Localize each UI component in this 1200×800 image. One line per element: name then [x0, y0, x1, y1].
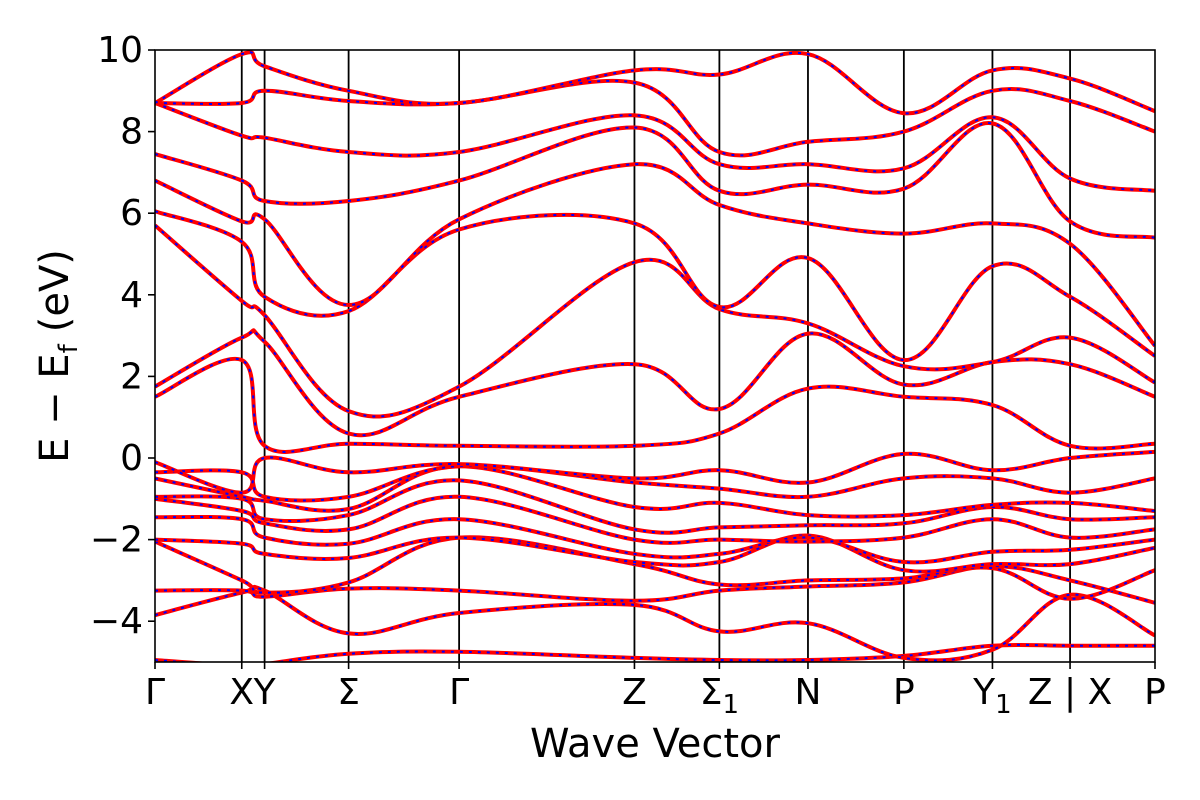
x-tick-label: Z | X: [1028, 672, 1112, 713]
band-line-solid: [155, 535, 1155, 601]
band-b17: [155, 121, 1155, 240]
band-b16: [155, 162, 1155, 348]
band-line-dashed: [155, 479, 1155, 534]
band-b11: [155, 449, 1155, 495]
band-b14: [155, 223, 1155, 419]
band-line-dashed: [155, 122, 1155, 239]
band-b18: [155, 101, 1155, 193]
band-line-solid: [155, 494, 1155, 545]
x-tick-label: Z: [622, 672, 647, 713]
band-line-solid: [155, 162, 1155, 348]
x-axis-ticks: Γ X Y Σ Γ Z Σ1 N P Y1 Z | X P: [145, 662, 1166, 720]
x-tick-label: Y1: [972, 672, 1012, 720]
band-b08: [155, 478, 1155, 535]
x-tick-label: N: [794, 672, 821, 713]
band-b01: [155, 642, 1155, 662]
x-tick-label: Γ: [449, 672, 469, 713]
band-b12: [155, 356, 1155, 454]
band-line-solid: [155, 50, 1155, 116]
band-b03: [155, 564, 1155, 605]
band-b05: [155, 533, 1155, 574]
y-axis-label-main: E − E: [32, 353, 78, 463]
y-tick-label: 10: [97, 30, 143, 71]
band-b15: [155, 209, 1155, 363]
band-line-solid: [155, 356, 1155, 454]
band-b19: [155, 78, 1155, 158]
plot-frame: [154, 49, 1156, 663]
y-tick-label: 8: [120, 112, 143, 153]
band-line-solid: [155, 223, 1155, 419]
band-line-dashed: [155, 464, 1155, 502]
y-tick-label: 2: [120, 356, 143, 397]
band-line-solid: [155, 449, 1155, 495]
x-tick-label: Σ1: [700, 672, 739, 720]
band-line-dashed: [155, 210, 1155, 362]
y-tick-label: 4: [120, 275, 143, 316]
y-tick-label: 6: [120, 193, 143, 234]
x-tick-label: P: [1144, 672, 1166, 713]
y-tick-label: −2: [90, 520, 143, 561]
band-line-dashed: [155, 534, 1155, 573]
x-tick-label: X: [229, 672, 254, 713]
x-tick-label: P: [893, 672, 915, 713]
y-axis-label: E − Ef (eV): [32, 249, 84, 463]
band-line-dashed: [155, 643, 1155, 662]
band-b07: [155, 494, 1155, 545]
band-line-dashed: [155, 515, 1155, 564]
band-line-dashed: [155, 465, 1155, 518]
band-line-dashed: [155, 102, 1155, 192]
band-b04: [155, 535, 1155, 601]
y-axis-label-unit: (eV): [32, 249, 78, 332]
y-tick-label: 0: [120, 438, 143, 479]
x-tick-label: Σ: [337, 672, 360, 713]
band-line-dashed: [155, 79, 1155, 157]
band-line-dashed: [155, 565, 1155, 604]
bands: [155, 50, 1155, 662]
x-axis-label: Wave Vector: [530, 721, 781, 767]
y-axis-ticks: −4 −2 0 2 4 6 8 10: [90, 30, 155, 642]
x-tick-label: Γ: [145, 672, 165, 713]
band-b06: [155, 514, 1155, 565]
y-axis-label-sub: f: [54, 343, 84, 353]
band-b09: [155, 464, 1155, 519]
band-b10: [155, 463, 1155, 503]
band-b20: [155, 50, 1155, 116]
x-tick-label: Y: [253, 672, 277, 713]
y-tick-label: −4: [90, 601, 143, 642]
